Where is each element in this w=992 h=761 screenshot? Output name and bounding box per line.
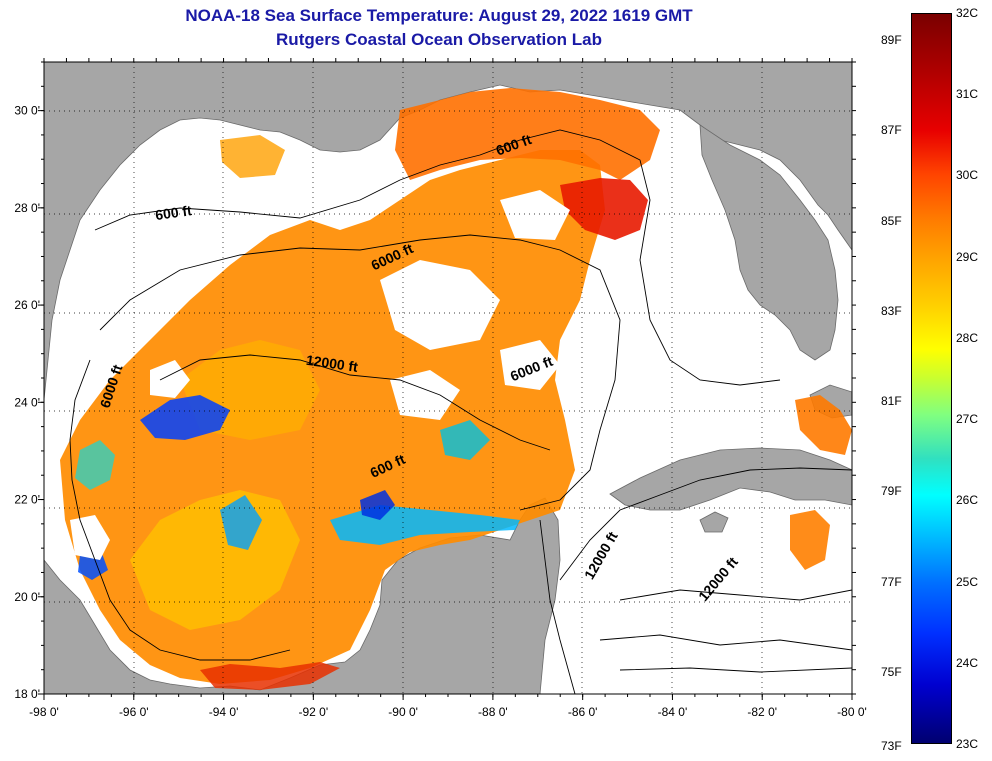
lat-tick-label: 30 0' <box>14 104 40 118</box>
contour-carib-2 <box>599 634 852 651</box>
contour-12000ft <box>159 354 551 451</box>
temperature-colorbar <box>911 13 952 744</box>
contour-12000ft-cuba <box>559 467 852 581</box>
lat-tick-label: 22 0' <box>14 493 40 507</box>
lat-tick-label: 20 0' <box>14 590 40 604</box>
cloud-gap-1 <box>380 260 500 350</box>
sst-cool-streak-2 <box>140 395 230 440</box>
lon-tick-label: -92 0' <box>299 705 329 719</box>
lon-tick-label: -88 0' <box>478 705 508 719</box>
colorbar-celsius-label: 25C <box>956 574 979 589</box>
gridlines <box>44 62 852 694</box>
sst-warm-north <box>395 88 660 180</box>
colorbar-fahrenheit-label: 87F <box>881 123 902 138</box>
longitude-axis: -98 0' -96 0' -94 0' -92 0' -90 0' -88 0' -86 … <box>29 58 867 719</box>
sst-warm-bahamas <box>795 395 852 455</box>
lon-tick-label: -96 0' <box>119 705 149 719</box>
colorbar-fahrenheit-label: 85F <box>881 213 902 228</box>
cloud-gap-3 <box>500 190 570 240</box>
latitude-axis: 18 0' 20 0' 22 0' 24 0' 26 0' 28 0' 30 0' <box>14 61 856 701</box>
colorbar-fahrenheit-label: 81F <box>881 394 902 409</box>
contour-carib-3 <box>619 667 852 673</box>
colorbar-fahrenheit-label: 73F <box>881 739 902 753</box>
lat-tick-label: 24 0' <box>14 395 40 409</box>
sst-field <box>60 88 852 690</box>
cloud-gap-4 <box>70 515 110 560</box>
lon-tick-label: -90 0' <box>388 705 418 719</box>
colorbar-celsius-label: 27C <box>956 412 979 427</box>
land-cuba <box>609 447 852 511</box>
lon-tick-label: -94 0' <box>209 705 239 719</box>
colorbar-fahrenheit-label: 77F <box>881 574 902 589</box>
sst-cool-streak-5 <box>220 495 262 550</box>
lon-tick-label: -82 0' <box>747 705 777 719</box>
sst-cool-streak-7 <box>440 420 490 460</box>
land-florida <box>699 124 839 361</box>
cloud-gap-6 <box>500 340 560 390</box>
colorbar-fahrenheit-label: 89F <box>881 33 902 48</box>
contour-yucatan <box>539 519 576 694</box>
colorbar-celsius-label: 24C <box>956 655 979 670</box>
sst-hot-ne <box>560 178 648 240</box>
colorbar-celsius-label: 32C <box>956 6 979 20</box>
colorbar-celsius-label: 28C <box>956 330 979 345</box>
map-title: NOAA-18 Sea Surface Temperature: August … <box>185 6 693 25</box>
sst-warm-floridacoast <box>220 135 285 178</box>
sst-cool-streak-4 <box>360 490 395 520</box>
map-subtitle: Rutgers Coastal Ocean Observation Lab <box>276 30 602 49</box>
colorbar-fahrenheit-label: 83F <box>881 303 902 318</box>
lat-tick-label: 28 0' <box>14 201 40 215</box>
lat-tick-label: 26 0' <box>14 298 40 312</box>
contour-6000ft <box>99 234 621 511</box>
colorbar-celsius-label: 23C <box>956 737 979 751</box>
contour-6000ft-west <box>69 359 291 661</box>
colorbar-fahrenheit-label: 75F <box>881 664 902 679</box>
lon-tick-label: -80 0' <box>837 705 867 719</box>
colorbar-celsius-label: 26C <box>956 493 979 508</box>
sst-warm-caribbean <box>790 510 830 570</box>
colorbar-celsius-label: 31C <box>956 87 979 102</box>
colorbar-celsius-label: 30C <box>956 168 979 183</box>
contour-12000ft-carib <box>619 589 852 601</box>
colorbar-fahrenheit-label: 79F <box>881 484 902 499</box>
colorbar-celsius-label: 29C <box>956 249 979 264</box>
contour-label: 600 ft <box>154 202 193 223</box>
contour-label: 12000 ft <box>305 352 359 375</box>
sst-hot-bay <box>200 662 340 690</box>
lon-tick-label: -86 0' <box>568 705 598 719</box>
bathymetry-contours <box>69 129 852 694</box>
lat-tick-label: 18 0' <box>14 687 40 701</box>
lon-tick-label: -84 0' <box>658 705 688 719</box>
sst-cool-streak-3 <box>75 440 115 490</box>
contour-600ft <box>94 129 781 386</box>
lon-tick-label: -98 0' <box>29 705 59 719</box>
land-isla-juventud <box>699 511 729 533</box>
